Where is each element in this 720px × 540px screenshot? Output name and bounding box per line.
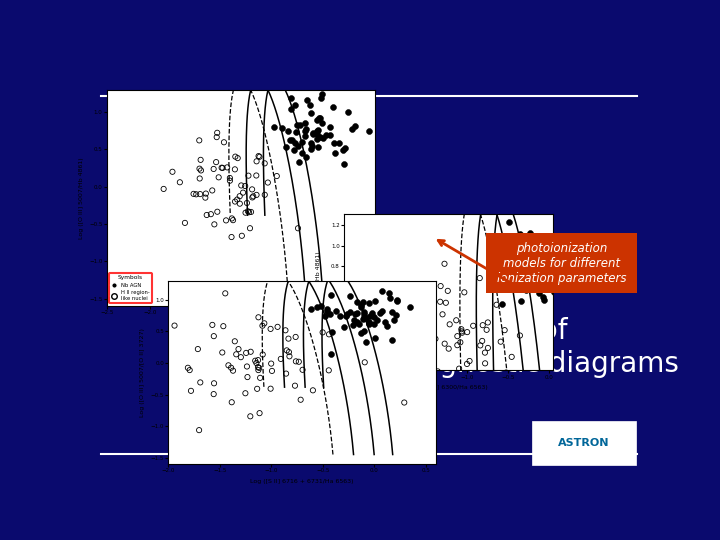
FancyBboxPatch shape bbox=[486, 233, 637, 294]
Text: photoionization
models for different
ionization parameters: photoionization models for different ion… bbox=[497, 242, 626, 285]
FancyBboxPatch shape bbox=[532, 421, 636, 465]
Text: Examples of
diagnostic diagrams: Examples of diagnostic diagrams bbox=[397, 318, 679, 378]
Text: ASTRON: ASTRON bbox=[558, 438, 610, 448]
